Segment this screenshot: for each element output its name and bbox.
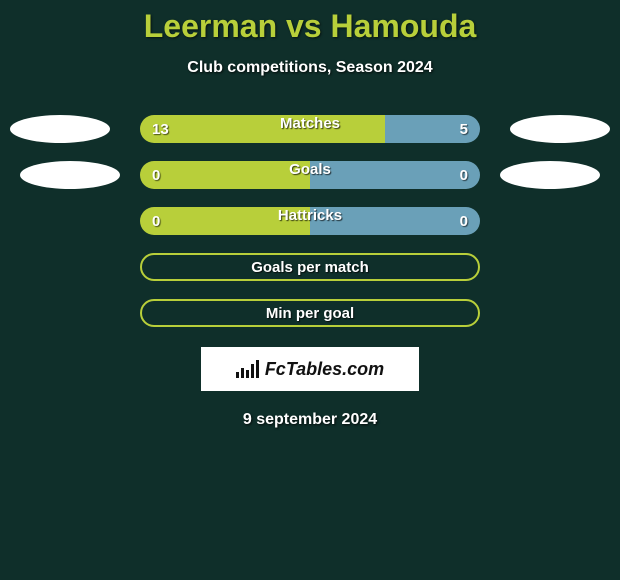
stats-container: 13 5 Matches 0 0 Goals 0	[0, 115, 620, 327]
bar-left-segment: 0	[140, 207, 310, 235]
stat-row-gpm: Goals per match	[0, 253, 620, 281]
deco-ellipse-right	[510, 115, 610, 143]
bar-left-segment: 13	[140, 115, 385, 143]
chart-icon	[236, 360, 259, 378]
deco-ellipse-right	[500, 161, 600, 189]
deco-ellipse-left	[20, 161, 120, 189]
stat-right-value: 0	[460, 213, 468, 230]
stat-label: Goals per match	[251, 259, 369, 276]
stat-row-goals: 0 0 Goals	[0, 161, 620, 189]
player2-name: Hamouda	[330, 8, 476, 44]
bar-track: 0 0 Hattricks	[140, 207, 480, 235]
subtitle: Club competitions, Season 2024	[187, 59, 432, 77]
bar-track: 0 0 Goals	[140, 161, 480, 189]
stat-label: Min per goal	[266, 305, 354, 322]
stat-left-value: 0	[152, 213, 160, 230]
bar-right-segment: 5	[385, 115, 480, 143]
comparison-title: Leerman vs Hamouda	[144, 8, 477, 45]
bar-outline: Goals per match	[140, 253, 480, 281]
bar-right-segment: 0	[310, 207, 480, 235]
bar-outline: Min per goal	[140, 299, 480, 327]
date-label: 9 september 2024	[243, 411, 377, 429]
stat-left-value: 13	[152, 121, 169, 138]
brand-text: FcTables.com	[265, 359, 384, 380]
brand-badge: FcTables.com	[201, 347, 419, 391]
deco-ellipse-left	[10, 115, 110, 143]
bar-track: 13 5 Matches	[140, 115, 480, 143]
stat-right-value: 0	[460, 167, 468, 184]
stat-left-value: 0	[152, 167, 160, 184]
stat-row-hattricks: 0 0 Hattricks	[0, 207, 620, 235]
stat-row-matches: 13 5 Matches	[0, 115, 620, 143]
bar-right-segment: 0	[310, 161, 480, 189]
stat-row-mpg: Min per goal	[0, 299, 620, 327]
bar-left-segment: 0	[140, 161, 310, 189]
stat-right-value: 5	[460, 121, 468, 138]
player1-name: Leerman	[144, 8, 277, 44]
vs-label: vs	[286, 8, 322, 44]
